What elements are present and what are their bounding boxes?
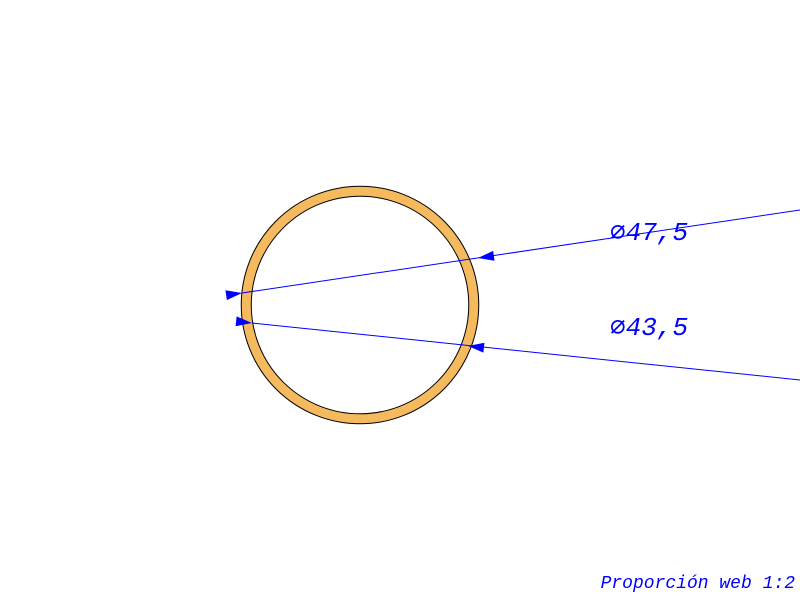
dimension-leader bbox=[252, 323, 800, 380]
dimension-leader bbox=[242, 210, 800, 293]
footer-text: Proporción web 1:2 bbox=[601, 574, 796, 594]
dimension-label: ∅47,5 bbox=[610, 218, 688, 248]
dimension-arrow bbox=[225, 290, 242, 300]
ring-profile bbox=[241, 186, 479, 424]
dimension-arrow bbox=[478, 251, 495, 261]
dimension-label: ∅43,5 bbox=[610, 313, 688, 343]
